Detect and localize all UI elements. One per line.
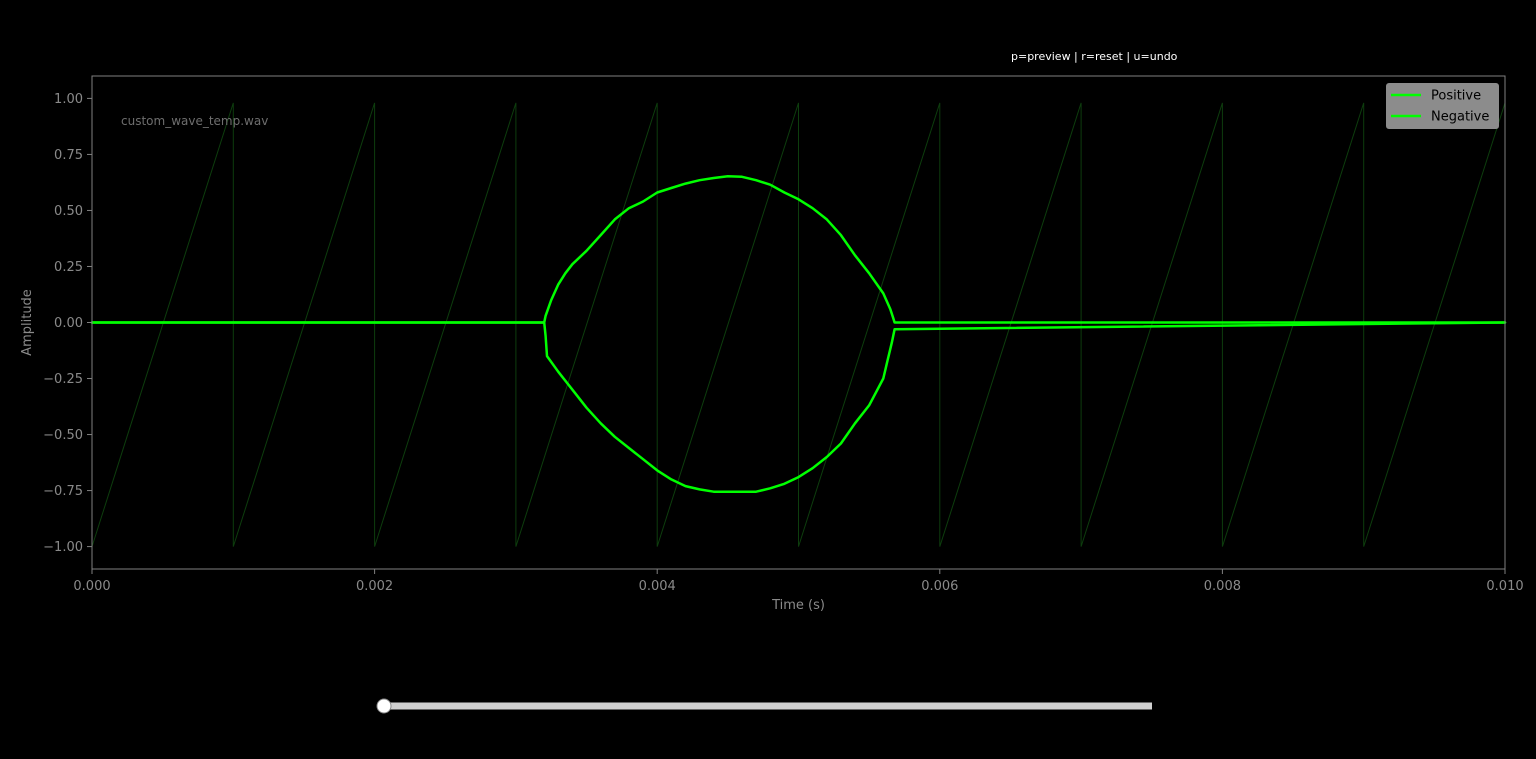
y-axis: 1.00 0.75 0.50 0.25 0.00 −0.25 −0.50 −0.75 −1.00 [43, 92, 92, 555]
y-tick-label: 0.25 [54, 260, 83, 275]
series-line-positive [90, 174, 1507, 324]
series-layer [90, 174, 1507, 493]
x-tick-label: 0.010 [1486, 579, 1523, 594]
y-tick-label: −0.25 [43, 372, 83, 387]
slider-thumb[interactable] [376, 698, 392, 714]
y-tick-label: 1.00 [54, 92, 83, 107]
x-tick-label: 0.008 [1204, 579, 1241, 594]
y-tick-label: 0.75 [54, 148, 83, 163]
y-axis-label: Amplitude [20, 289, 35, 356]
series-line-negative [90, 321, 1507, 493]
x-tick-label: 0.006 [921, 579, 958, 594]
time-slider[interactable] [376, 698, 1152, 714]
x-tick-label: 0.002 [356, 579, 393, 594]
legend-entry-negative: Negative [1431, 110, 1489, 125]
y-tick-label: −0.50 [43, 428, 83, 443]
filename-label: custom_wave_temp.wav [121, 114, 268, 128]
legend-entry-positive: Positive [1431, 89, 1481, 104]
keyboard-hint: p=preview | r=reset | u=undo [1011, 50, 1178, 63]
x-tick-label: 0.004 [639, 579, 676, 594]
y-tick-label: −1.00 [43, 540, 83, 555]
x-axis: 0.000 0.002 0.004 0.006 0.008 0.010 [73, 569, 1524, 594]
slider-track[interactable] [384, 702, 1152, 710]
y-tick-label: 0.00 [54, 316, 83, 331]
legend: Positive Negative [1386, 83, 1499, 129]
x-tick-label: 0.000 [73, 579, 110, 594]
y-tick-label: 0.50 [54, 204, 83, 219]
y-tick-label: −0.75 [43, 484, 83, 499]
x-axis-label: Time (s) [771, 598, 825, 613]
